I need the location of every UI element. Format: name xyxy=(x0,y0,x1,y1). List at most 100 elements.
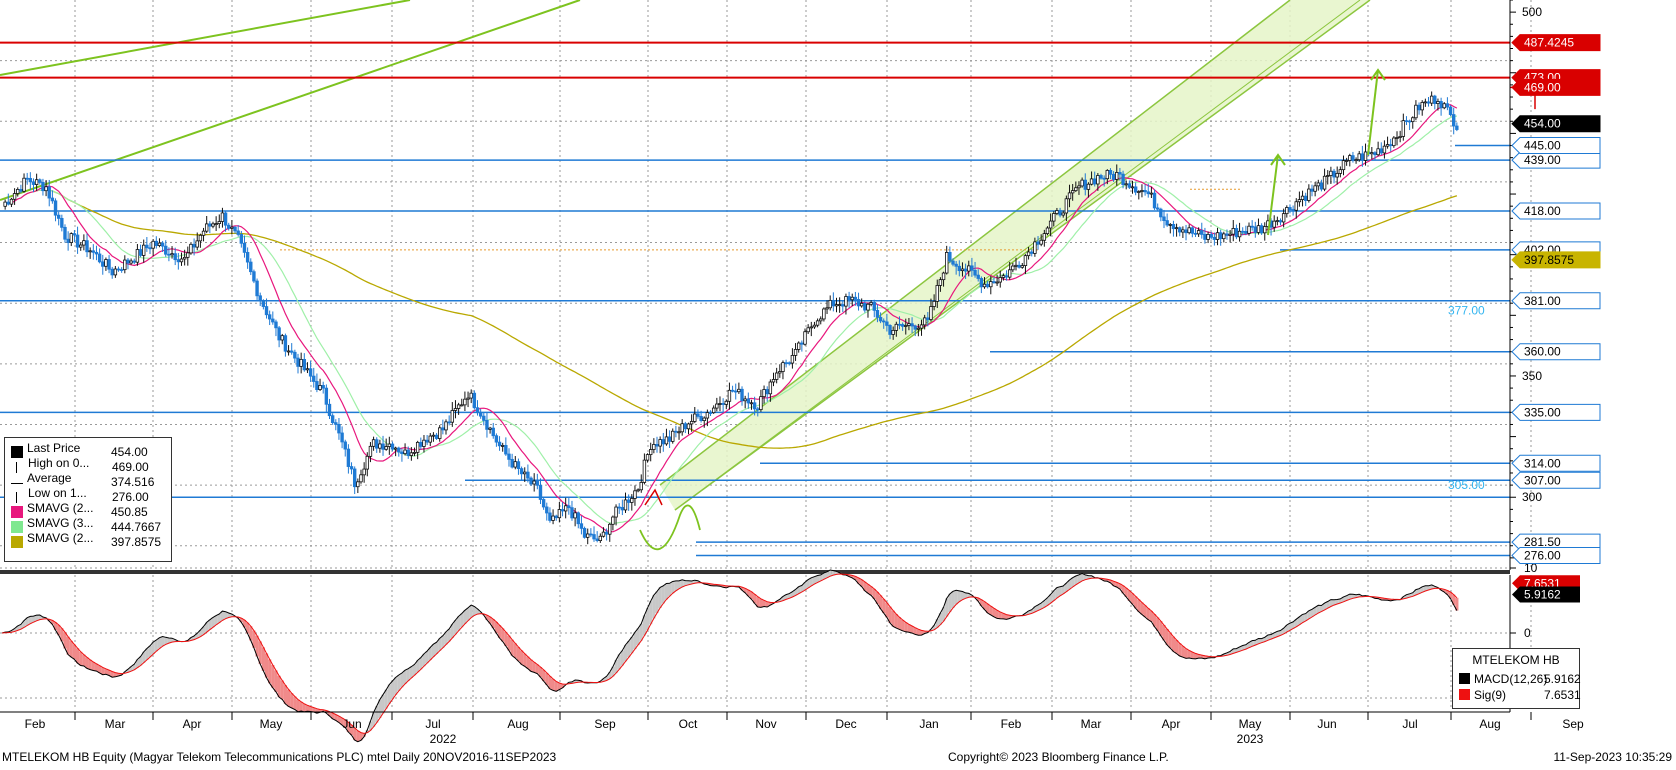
candle-body xyxy=(41,182,45,192)
candle-body xyxy=(1376,148,1380,156)
candle-body xyxy=(1017,264,1021,268)
candle-body xyxy=(856,299,861,307)
candle-body xyxy=(72,233,77,236)
candle-body xyxy=(113,268,118,276)
candle-body xyxy=(935,285,939,302)
candle-body xyxy=(176,259,181,263)
black-square-icon xyxy=(1459,673,1470,684)
price-tag-label: 307.00 xyxy=(1524,473,1561,487)
price-tag-label: 276.00 xyxy=(1524,548,1561,562)
candle-body xyxy=(1086,183,1091,190)
candle-body xyxy=(1200,230,1204,235)
candle-body xyxy=(1401,120,1406,137)
candle-body xyxy=(819,318,823,322)
candle-body xyxy=(828,299,832,309)
candle-body xyxy=(1187,227,1191,234)
candle-body xyxy=(1089,178,1094,185)
candle-body xyxy=(922,317,927,326)
candle-body xyxy=(1370,152,1374,155)
candle-body xyxy=(532,480,536,485)
candle-body xyxy=(50,197,55,202)
macd-legend-title: MTELEKOM HB xyxy=(1472,653,1560,667)
candle-body xyxy=(548,512,552,521)
macd-legend-row-signal: Sig(9) 7.6531 xyxy=(1459,688,1581,703)
candle-body xyxy=(186,252,190,258)
candle-body xyxy=(762,389,766,398)
candle-body xyxy=(1395,137,1399,139)
candle-body xyxy=(979,278,984,288)
candle-body xyxy=(368,445,373,457)
candle-body xyxy=(841,304,845,307)
candle-body xyxy=(746,398,751,404)
candle-body xyxy=(299,358,303,367)
candle-body xyxy=(400,451,404,455)
candle-body xyxy=(1143,190,1147,193)
candle-body xyxy=(1171,224,1176,230)
year-label: 2022 xyxy=(430,732,457,746)
candle-body xyxy=(321,385,325,389)
candle-body xyxy=(948,251,952,262)
legend-row-smavg-3: SMAVG (2... 397.8575 xyxy=(11,531,161,549)
high-marker-icon xyxy=(16,462,23,473)
candle-body xyxy=(633,490,637,499)
candle-body xyxy=(1354,159,1358,162)
candle-body xyxy=(1042,233,1047,241)
candle-body xyxy=(727,389,732,402)
price-tag-box xyxy=(1511,34,1601,52)
candle-body xyxy=(1111,173,1116,180)
candle-body xyxy=(208,223,212,227)
candle-body xyxy=(1385,144,1390,147)
candle-body xyxy=(756,408,760,411)
candle-body xyxy=(346,448,351,467)
candle-body xyxy=(800,342,804,345)
candle-body xyxy=(696,413,700,417)
candle-body xyxy=(708,412,713,414)
month-label: Nov xyxy=(755,717,776,731)
candle-body xyxy=(97,253,102,263)
candle-body xyxy=(378,443,382,449)
candle-body xyxy=(885,321,889,326)
month-label: Apr xyxy=(1162,717,1181,731)
candle-body xyxy=(249,261,253,273)
candle-body xyxy=(882,320,886,323)
candle-body xyxy=(1442,103,1446,109)
price-tag-label: 314.00 xyxy=(1524,456,1561,470)
candle-body xyxy=(589,533,593,536)
candle-body xyxy=(1124,183,1128,186)
candle-body xyxy=(869,302,873,305)
candle-body xyxy=(740,388,744,402)
trend-channel-fill xyxy=(660,0,1370,510)
candle-body xyxy=(494,435,499,443)
price-tag-box xyxy=(1511,546,1601,564)
light-green-square-icon xyxy=(11,521,23,533)
candle-body xyxy=(204,223,209,232)
candle-body xyxy=(1074,187,1078,192)
candle-body xyxy=(142,244,146,256)
candle-body xyxy=(91,250,96,253)
candle-body xyxy=(1225,233,1229,236)
price-tick-label: 350 xyxy=(1522,369,1542,383)
candle-body xyxy=(415,441,420,453)
candle-body xyxy=(926,317,930,320)
candle-body xyxy=(1099,175,1103,179)
candle-body xyxy=(1423,101,1428,104)
candle-body xyxy=(1448,106,1453,115)
candle-body xyxy=(680,423,684,433)
candle-body xyxy=(393,447,398,450)
pink-square-icon xyxy=(11,506,23,518)
candle-body xyxy=(211,223,215,227)
candle-body xyxy=(82,240,86,246)
footer-security: MTELEKOM HB Equity (Magyar Telekom Telec… xyxy=(2,750,557,764)
candle-body xyxy=(475,407,480,414)
candle-body xyxy=(472,392,477,409)
candle-body xyxy=(151,240,155,249)
candle-body xyxy=(891,329,895,335)
month-label: May xyxy=(1239,717,1262,731)
candle-body xyxy=(579,523,584,529)
candle-body xyxy=(1303,195,1308,201)
candle-body xyxy=(1275,220,1280,222)
price-tag-box xyxy=(1511,343,1601,361)
candle-body xyxy=(916,327,921,330)
candle-body xyxy=(327,403,332,417)
candle-body xyxy=(985,283,990,288)
